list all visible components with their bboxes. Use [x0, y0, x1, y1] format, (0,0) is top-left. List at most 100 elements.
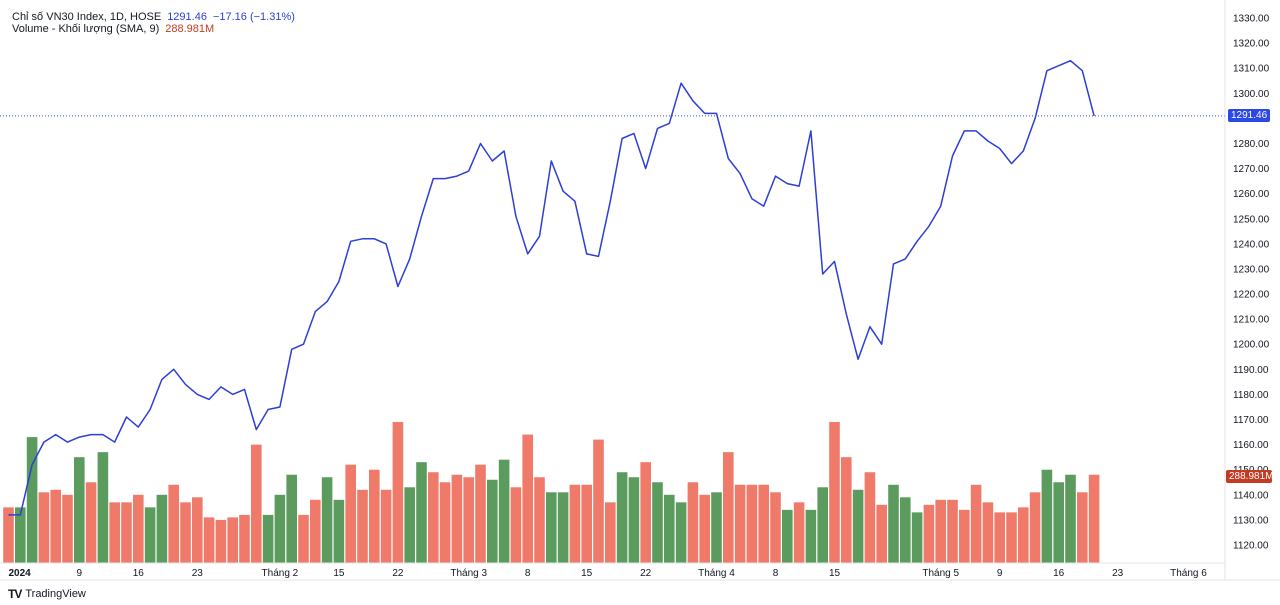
volume-bar-80 — [947, 499, 958, 563]
volume-bar-1 — [15, 507, 26, 563]
volume-bar-54 — [640, 462, 651, 563]
volume-bar-6 — [74, 457, 85, 563]
x-tick-label-0: 2024 — [9, 568, 32, 579]
volume-bar-62 — [734, 484, 746, 563]
volume-bar-31 — [369, 469, 380, 563]
volume-bar-11 — [133, 494, 144, 563]
x-tick-label-9: 15 — [581, 568, 593, 579]
x-tick-label-2: 16 — [133, 568, 145, 579]
volume-bar-36 — [428, 472, 439, 563]
volume-bar-38 — [451, 474, 463, 563]
volume-bar-33 — [392, 422, 404, 563]
volume-bar-61 — [723, 452, 734, 563]
y-tick-label-1200: 1200.00 — [1233, 340, 1270, 351]
y-tick-label-1140: 1140.00 — [1233, 490, 1269, 501]
volume-bar-91 — [1077, 492, 1088, 563]
volume-value: 288.981M — [165, 23, 215, 35]
volume-bar-34 — [404, 487, 415, 563]
price-line — [8, 59, 1095, 516]
y-tick-label-1230: 1230.00 — [1233, 264, 1270, 275]
volume-bar-64 — [758, 484, 769, 563]
x-tick-label-17: 23 — [1112, 568, 1124, 579]
y-tick-label-1260: 1260.00 — [1233, 189, 1270, 200]
y-tick-label-1190: 1190.00 — [1233, 365, 1269, 376]
volume-bar-8 — [97, 452, 109, 563]
x-tick-label-18: Tháng 6 — [1170, 568, 1207, 579]
volume-bar-40 — [475, 464, 486, 563]
volume-bar-19 — [227, 517, 238, 563]
volume-legend[interactable]: Volume - Khối lượng (SMA, 9) 288.981M — [12, 23, 214, 35]
volume-bar-41 — [487, 479, 498, 563]
x-tick-label-13: 15 — [829, 568, 841, 579]
volume-name: Volume - Khối lượng (SMA, 9) — [12, 23, 160, 35]
volume-bar-68 — [805, 509, 817, 563]
volume-bar-70 — [829, 422, 840, 563]
y-tick-label-1270: 1270.00 — [1233, 164, 1270, 175]
volume-bar-83 — [982, 502, 994, 563]
volume-bar-82 — [970, 484, 982, 563]
volume-bar-44 — [522, 434, 533, 563]
volume-bar-77 — [911, 512, 923, 563]
volume-bar-60 — [711, 492, 722, 563]
volume-bar-56 — [664, 494, 675, 563]
volume-bar-66 — [782, 509, 793, 563]
series-name: Chỉ số VN30 Index, 1D, HOSE — [12, 11, 162, 23]
volume-bar-52 — [616, 472, 628, 563]
x-tick-label-15: 9 — [997, 568, 1003, 579]
volume-bar-58 — [687, 482, 699, 563]
volume-bar-48 — [569, 484, 581, 563]
volume-bar-42 — [498, 459, 510, 563]
volume-bar-78 — [923, 504, 935, 563]
y-tick-label-1220: 1220.00 — [1233, 290, 1270, 301]
volume-bar-9 — [109, 502, 120, 563]
volume-bar-0 — [3, 507, 14, 563]
x-tick-label-5: 15 — [333, 568, 345, 579]
x-tick-label-8: 8 — [525, 568, 531, 579]
volume-bar-84 — [994, 512, 1005, 563]
tradingview-logo-icon: TV — [8, 587, 22, 601]
volume-bar-24 — [286, 474, 297, 563]
volume-bar-12 — [144, 507, 156, 563]
y-tick-label-1210: 1210.00 — [1233, 315, 1270, 326]
volume-bar-14 — [168, 484, 179, 563]
volume-bar-21 — [251, 444, 262, 563]
y-tick-label-1310: 1310.00 — [1233, 64, 1270, 75]
volume-bar-3 — [38, 492, 50, 563]
time-axis[interactable]: 2024 9 16 23 Tháng 2 15 22 Tháng 3 8 15 22 Tháng 4 8… — [9, 568, 1208, 579]
series-last-value: 1291.46 — [167, 11, 207, 23]
volume-bar-32 — [380, 489, 392, 563]
y-tick-label-1280: 1280.00 — [1233, 139, 1270, 150]
volume-bar-37 — [439, 482, 451, 563]
volume-bar-5 — [62, 494, 73, 563]
volume-bar-29 — [345, 464, 356, 563]
brand-name: TradingView — [25, 588, 86, 600]
volume-bar-53 — [628, 477, 640, 563]
volume-bar-69 — [817, 487, 828, 563]
volume-bar-13 — [156, 494, 168, 563]
volume-bar-25 — [298, 514, 309, 563]
volume-bar-49 — [581, 484, 592, 563]
series-legend[interactable]: Chỉ số VN30 Index, 1D, HOSE 1291.46 −17.16… — [12, 11, 295, 23]
volume-bar-47 — [557, 492, 569, 563]
volume-bar-73 — [864, 472, 876, 563]
tradingview-attribution[interactable]: TV TradingView — [8, 587, 86, 601]
volume-bar-30 — [357, 489, 368, 563]
volume-bar-35 — [416, 462, 427, 563]
x-tick-label-11: Tháng 4 — [698, 568, 735, 579]
x-tick-label-12: 8 — [773, 568, 779, 579]
x-tick-label-6: 22 — [392, 568, 404, 579]
y-tick-label-1330: 1330.00 — [1233, 14, 1270, 25]
volume-bar-87 — [1029, 492, 1041, 563]
volume-bar-46 — [546, 492, 557, 563]
volume-bar-16 — [192, 497, 203, 563]
y-tick-label-1170: 1170.00 — [1233, 415, 1269, 426]
y-tick-label-1130: 1130.00 — [1233, 515, 1269, 526]
volume-bar-72 — [852, 489, 864, 563]
y-tick-label-1120: 1120.00 — [1233, 541, 1269, 552]
volume-bar-15 — [180, 502, 191, 563]
volume-bar-81 — [959, 509, 970, 563]
volume-bar-76 — [900, 497, 911, 563]
volume-bar-23 — [274, 494, 286, 563]
volume-bar-18 — [215, 519, 227, 563]
